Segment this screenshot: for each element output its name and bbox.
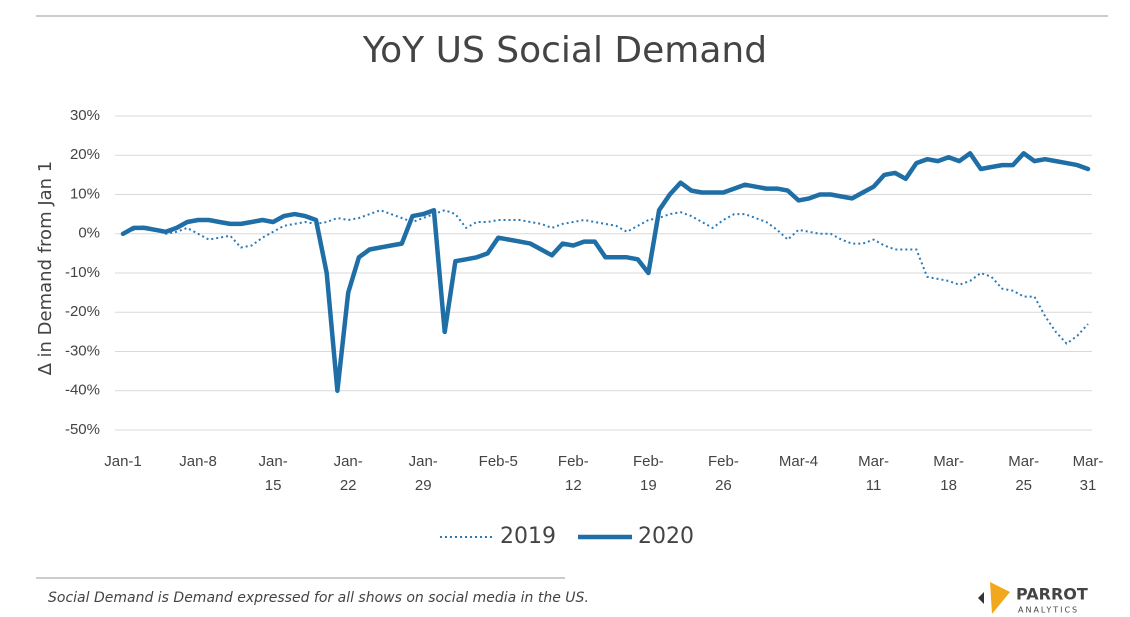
x-tick-label-line: Jan- [334, 453, 363, 470]
x-tick-label-line: 12 [565, 477, 582, 494]
brand: PARROT [1016, 585, 1088, 604]
series-line [120, 151, 1091, 394]
x-tick-label-line: Feb- [558, 453, 589, 470]
x-tick-label: Mar-4 [779, 453, 818, 470]
x-tick-label: Mar- 31 [1073, 453, 1104, 494]
legend-label: 2019 [500, 524, 556, 549]
x-tick-label: Jan-1 [104, 453, 142, 470]
legend-label: 2020 [638, 524, 694, 549]
x-tick-label: Jan-8 [179, 453, 217, 470]
y-tick-label: -10% [65, 264, 100, 281]
logo-arrow [978, 592, 984, 604]
x-tick-label-line: Mar- [1008, 453, 1039, 470]
x-tick-label: Feb-5 [479, 453, 518, 470]
x-tick-label-line: 11 [866, 477, 882, 494]
y-tick-label: 20% [70, 146, 100, 163]
logo-mark [990, 582, 1010, 614]
x-tick-label: Feb- 26 [708, 453, 739, 494]
x-tick-label: Feb- 12 [558, 453, 589, 494]
series-line [122, 209, 1089, 345]
footnote: Social Demand is Demand expressed for al… [48, 590, 589, 606]
y-tick-label: 10% [70, 185, 100, 202]
x-tick-label-line: 25 [1015, 477, 1032, 494]
x-tick-label-line: 18 [940, 477, 957, 494]
x-tick-label-line: 29 [415, 477, 432, 494]
chart-title: YoY US Social Demand [362, 30, 767, 71]
x-tick-label: Mar- 25 [1008, 453, 1039, 494]
x-tick-label: Jan- 29 [409, 453, 438, 494]
y-tick-label: -50% [65, 421, 100, 438]
logo: PARROT ANALYTICS [978, 582, 1088, 615]
y-tick-label: -40% [65, 382, 100, 399]
y-axis-label: ∆ in Demand from Jan 1 [35, 161, 56, 376]
x-tick-label: Jan- 22 [334, 453, 363, 494]
x-tick-label-line: 26 [715, 477, 732, 494]
x-tick-label: Mar- 11 [858, 453, 889, 494]
x-tick-label-line: Jan- [409, 453, 438, 470]
x-tick-label-line: Jan- [259, 453, 288, 470]
x-tick-label-line: Feb- [708, 453, 739, 470]
brand-sub: ANALYTICS [1018, 606, 1079, 615]
x-tick-label-line: Feb- [633, 453, 664, 470]
x-tick-label-line: 22 [340, 477, 357, 494]
x-tick-label: Jan- 15 [259, 453, 288, 494]
x-tick-label-line: 15 [265, 477, 282, 494]
x-tick-label: Mar- 18 [933, 453, 964, 494]
x-tick-label-line: Mar- [1073, 453, 1104, 470]
y-tick-label: -30% [65, 342, 100, 359]
x-tick-label-line: Mar- [858, 453, 889, 470]
x-tick-label-line: 19 [640, 477, 657, 494]
y-tick-label: 0% [78, 225, 100, 242]
y-tick-label: 30% [70, 107, 100, 124]
x-tick-label: Feb- 19 [633, 453, 664, 494]
y-tick-label: -20% [65, 303, 100, 320]
x-tick-label-line: 31 [1080, 477, 1097, 494]
x-tick-label-line: Mar- [933, 453, 964, 470]
